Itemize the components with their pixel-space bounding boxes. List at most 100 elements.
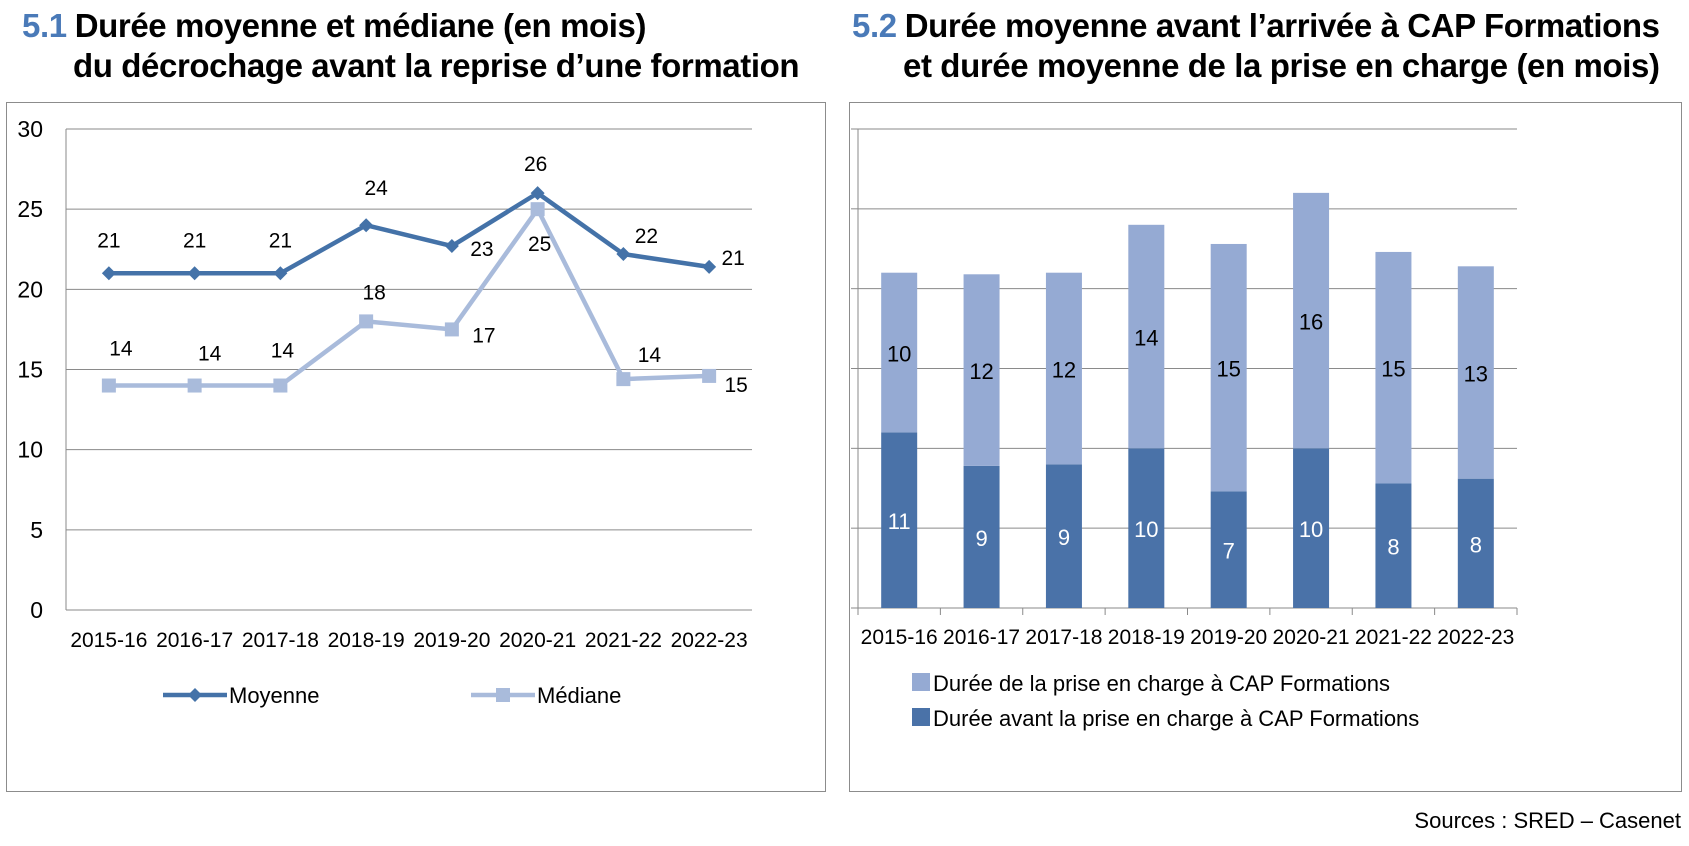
bar-label-avant: 10 xyxy=(1299,517,1323,542)
data-label: 18 xyxy=(362,281,385,304)
bar-label-avant: 9 xyxy=(975,526,987,551)
y-tick-label: 20 xyxy=(17,276,43,302)
bar-label-prise-en-charge: 15 xyxy=(1381,357,1405,382)
series-line-mediane xyxy=(108,206,710,388)
x-tick-label: 2018-19 xyxy=(1108,626,1185,649)
data-label: 21 xyxy=(721,247,744,270)
series-line-moyenne xyxy=(108,190,710,276)
data-label: 23 xyxy=(470,238,493,261)
bar-label-prise-en-charge: 16 xyxy=(1299,310,1323,335)
bar-label-prise-en-charge: 15 xyxy=(1216,357,1240,382)
data-point-moyenne xyxy=(530,186,545,201)
bar-label-prise-en-charge: 13 xyxy=(1464,361,1488,386)
data-point-moyenne xyxy=(101,266,116,281)
legend-label: Durée de la prise en charge à CAP Format… xyxy=(933,671,1390,696)
data-label: 17 xyxy=(472,324,495,347)
chart1-title-line1: Durée moyenne et médiane (en mois) xyxy=(74,7,647,44)
legend-swatch xyxy=(912,673,930,691)
x-tick-label: 2015-16 xyxy=(70,629,147,652)
x-tick-label: 2015-16 xyxy=(861,626,938,649)
bar-segment-prise-en-charge xyxy=(1375,251,1412,484)
bar-segment-avant xyxy=(1210,491,1247,608)
line-chart-panel: 0 5 10 15 20 25 30 2015-16 2016-17 2017-18 2018-19… xyxy=(6,102,826,792)
line-chart: 0 5 10 15 20 25 30 2015-16 2016-17 2017-18 2018-19… xyxy=(17,116,752,708)
data-label: 24 xyxy=(364,177,388,200)
x-tick-label: 2019-20 xyxy=(413,629,490,652)
chart2-title-line1: Durée moyenne avant l’arrivée à CAP Form… xyxy=(904,7,1660,44)
bar-label-prise-en-charge: 12 xyxy=(1052,358,1076,383)
x-tick-label: 2021-22 xyxy=(1355,626,1432,649)
legend-label: Durée avant la prise en charge à CAP For… xyxy=(933,706,1419,731)
bar-segment-avant xyxy=(963,465,1000,608)
bar-segment-prise-en-charge xyxy=(963,274,1000,466)
x-tick-label: 2016-17 xyxy=(156,629,233,652)
bar-segment-prise-en-charge xyxy=(1293,192,1330,449)
data-label: 21 xyxy=(97,229,120,252)
x-tick-label: 2020-21 xyxy=(499,629,576,652)
data-label: 14 xyxy=(198,343,222,366)
bar-segment-avant xyxy=(881,432,918,608)
bar-label-prise-en-charge: 10 xyxy=(887,342,911,367)
data-point-mediane xyxy=(101,378,116,393)
bar-segment-avant xyxy=(1128,448,1165,608)
chart2-title: 5.2 Durée moyenne avant l’arrivée à CAP F… xyxy=(852,6,1660,86)
bar-label-prise-en-charge: 14 xyxy=(1134,326,1158,351)
chart2-number: 5.2 xyxy=(852,7,897,44)
data-point-mediane xyxy=(702,368,717,383)
x-tick-label: 2022-23 xyxy=(671,629,748,652)
data-point-mediane xyxy=(444,322,459,337)
data-label: 21 xyxy=(269,229,292,252)
data-label: 14 xyxy=(638,344,662,367)
data-point-mediane xyxy=(530,202,545,217)
y-tick-label: 15 xyxy=(17,357,43,383)
data-point-mediane xyxy=(616,372,631,387)
y-tick-label: 5 xyxy=(30,517,43,543)
data-point-moyenne xyxy=(273,266,288,281)
y-tick-label: 10 xyxy=(17,437,43,463)
bar-segment-prise-en-charge xyxy=(881,272,918,433)
bar-chart-panel: 0510152025302015-162016-172017-182018-19… xyxy=(812,102,1682,792)
bar-segment-prise-en-charge xyxy=(1128,224,1165,449)
data-label: 14 xyxy=(109,338,133,361)
legend-label: Moyenne xyxy=(229,683,320,708)
bar-label-prise-en-charge: 12 xyxy=(969,359,993,384)
x-tick-label: 2021-22 xyxy=(585,629,662,652)
y-tick-label: 25 xyxy=(17,196,43,222)
x-tick-label: 2019-20 xyxy=(1190,626,1267,649)
y-tick-label: 30 xyxy=(17,116,43,142)
chart1-title: 5.1 Durée moyenne et médiane (en mois) du… xyxy=(22,6,800,86)
source-note: Sources : SRED – Casenet xyxy=(1414,808,1681,833)
data-label: 21 xyxy=(183,229,206,252)
x-tick-label: 2017-18 xyxy=(242,629,319,652)
bar-segment-prise-en-charge xyxy=(1210,243,1247,492)
x-tick-label: 2016-17 xyxy=(943,626,1020,649)
data-point-moyenne xyxy=(187,266,202,281)
bar-label-avant: 9 xyxy=(1058,525,1070,550)
data-point-mediane xyxy=(187,378,202,393)
x-tick-label: 2017-18 xyxy=(1025,626,1102,649)
bar-segment-prise-en-charge xyxy=(1457,266,1494,479)
bar-label-avant: 8 xyxy=(1470,532,1482,557)
data-point-moyenne xyxy=(616,247,631,262)
data-point-mediane xyxy=(359,314,374,329)
bar-label-avant: 11 xyxy=(888,509,911,534)
legend-marker xyxy=(188,688,202,702)
data-point-mediane xyxy=(273,378,288,393)
bar-segment-prise-en-charge xyxy=(1045,272,1082,465)
x-tick-label: 2022-23 xyxy=(1437,626,1514,649)
data-point-moyenne xyxy=(444,239,459,254)
bar-segment-avant xyxy=(1045,464,1082,608)
bar-label-avant: 8 xyxy=(1387,535,1399,560)
legend-label: Médiane xyxy=(537,683,621,708)
bar-segment-avant xyxy=(1293,448,1330,608)
data-label: 26 xyxy=(524,153,547,176)
bar-segment-avant xyxy=(1375,483,1412,608)
data-point-moyenne xyxy=(702,259,717,274)
stacked-bar-chart: 0510152025302015-162016-172017-182018-19… xyxy=(812,116,1518,731)
data-label: 22 xyxy=(635,225,658,248)
bar-segment-avant xyxy=(1457,478,1494,608)
y-tick-label: 0 xyxy=(30,597,43,623)
legend-swatch xyxy=(912,708,930,726)
chart1-number: 5.1 xyxy=(22,7,67,44)
data-label: 14 xyxy=(271,340,295,363)
